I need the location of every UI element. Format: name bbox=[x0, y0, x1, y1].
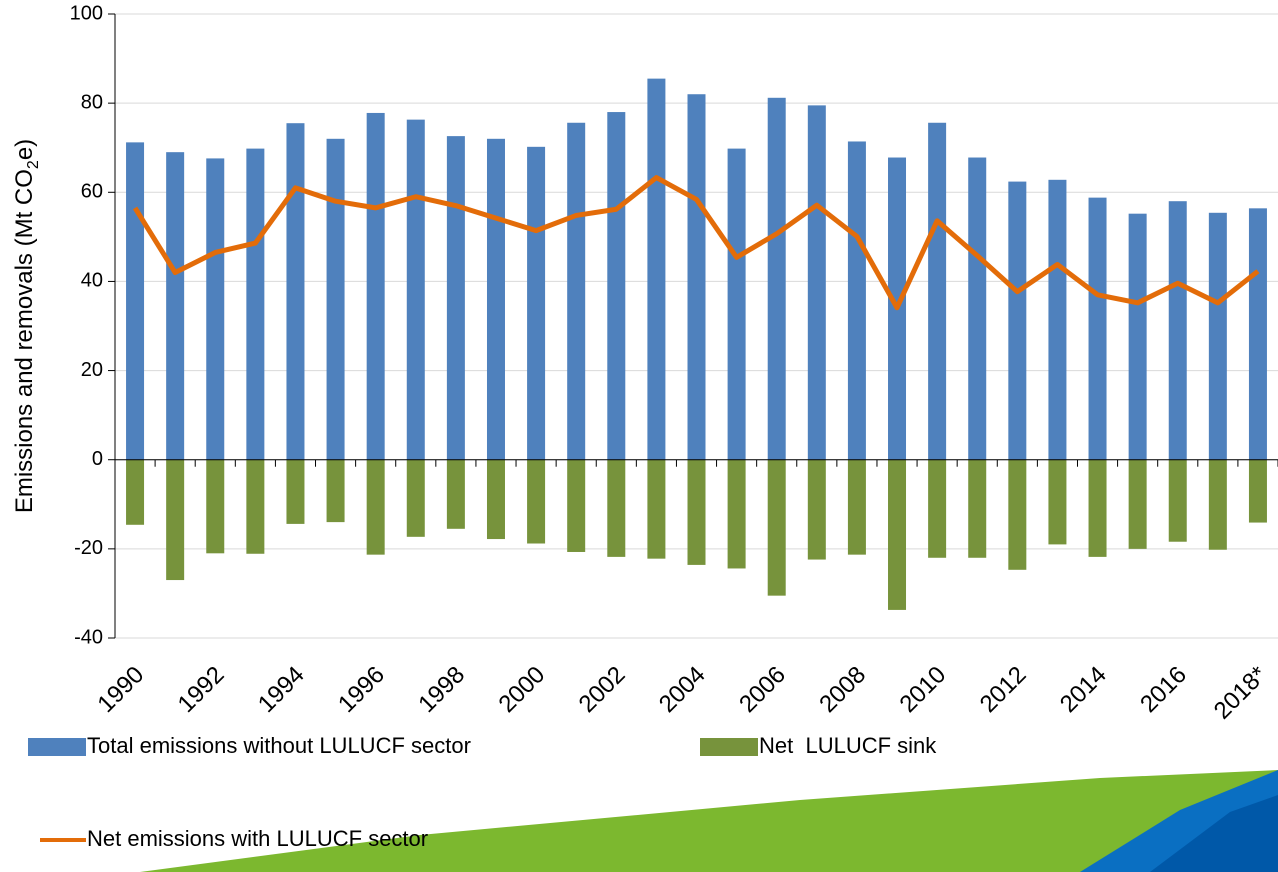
x-tick-label: 2002 bbox=[574, 661, 631, 718]
legend-swatch bbox=[28, 738, 86, 756]
bar bbox=[1008, 460, 1026, 570]
x-tick-label: 2010 bbox=[895, 661, 952, 718]
x-tick-label: 2016 bbox=[1135, 661, 1192, 718]
bar bbox=[808, 460, 826, 560]
bar bbox=[1169, 201, 1187, 460]
y-tick-label: -20 bbox=[74, 537, 103, 559]
y-tick-label: 40 bbox=[81, 270, 103, 292]
bar bbox=[1048, 180, 1066, 460]
bar bbox=[1129, 460, 1147, 549]
y-axis-label: Emissions and removals (Mt CO2e) bbox=[11, 139, 42, 513]
bar bbox=[1209, 460, 1227, 550]
bar bbox=[647, 460, 665, 559]
bar bbox=[1249, 208, 1267, 459]
bar bbox=[688, 94, 706, 459]
bar bbox=[607, 460, 625, 557]
bar bbox=[286, 123, 304, 460]
bar bbox=[447, 136, 465, 460]
bar bbox=[567, 123, 585, 460]
x-tick-label: 1996 bbox=[333, 661, 390, 718]
bar bbox=[166, 460, 184, 580]
bar bbox=[768, 460, 786, 596]
x-tick-label: 2004 bbox=[654, 661, 711, 718]
bar bbox=[1048, 460, 1066, 545]
bar bbox=[1129, 214, 1147, 460]
bar bbox=[487, 460, 505, 539]
bar bbox=[1089, 460, 1107, 557]
legend-label: Total emissions without LULUCF sector bbox=[87, 733, 471, 758]
y-tick-label: 60 bbox=[81, 181, 103, 203]
bar bbox=[848, 141, 866, 459]
y-tick-label: 80 bbox=[81, 91, 103, 113]
bar bbox=[327, 460, 345, 522]
bar bbox=[126, 142, 144, 459]
bar bbox=[367, 113, 385, 460]
x-tick-label: 2014 bbox=[1055, 661, 1112, 718]
x-tick-label: 2008 bbox=[814, 661, 871, 718]
bar bbox=[447, 460, 465, 529]
bar bbox=[166, 152, 184, 460]
bar bbox=[126, 460, 144, 525]
bar bbox=[1169, 460, 1187, 542]
bar bbox=[968, 460, 986, 558]
bar bbox=[928, 123, 946, 460]
bar bbox=[527, 147, 545, 460]
bar bbox=[367, 460, 385, 555]
bar bbox=[1249, 460, 1267, 523]
bar bbox=[728, 149, 746, 460]
x-tick-label: 2012 bbox=[975, 661, 1032, 718]
y-tick-label: 100 bbox=[70, 2, 103, 24]
bar bbox=[808, 105, 826, 459]
bar bbox=[968, 158, 986, 460]
bar bbox=[688, 460, 706, 565]
y-tick-label: 0 bbox=[92, 448, 103, 470]
bar bbox=[407, 120, 425, 460]
bar bbox=[487, 139, 505, 460]
bar bbox=[286, 460, 304, 524]
x-tick-label: 2018* bbox=[1209, 661, 1272, 724]
bar bbox=[206, 158, 224, 459]
bar bbox=[848, 460, 866, 555]
y-tick-label: 20 bbox=[81, 359, 103, 381]
bar bbox=[1089, 198, 1107, 460]
page: {"chart_data": { "type": "bar", "y_label… bbox=[0, 0, 1278, 872]
legend-swatch bbox=[700, 738, 758, 756]
y-label-end: e) bbox=[11, 139, 38, 160]
x-tick-label: 1990 bbox=[92, 661, 149, 718]
x-tick-label: 1992 bbox=[173, 661, 230, 718]
bar bbox=[327, 139, 345, 460]
chart: Emissions and removals (Mt CO2e) -40 -20 0… bbox=[0, 0, 1278, 872]
bar bbox=[246, 460, 264, 554]
bar bbox=[1209, 213, 1227, 460]
bar bbox=[567, 460, 585, 552]
x-tick-label: 2006 bbox=[734, 661, 791, 718]
y-label-sub: 2 bbox=[25, 160, 42, 169]
x-tick-label: 1994 bbox=[253, 661, 310, 718]
bar bbox=[888, 460, 906, 610]
bar bbox=[206, 460, 224, 554]
bar bbox=[928, 460, 946, 558]
bar bbox=[607, 112, 625, 460]
bar bbox=[246, 149, 264, 460]
legend-label: Net emissions with LULUCF sector bbox=[87, 826, 428, 851]
bar bbox=[1008, 182, 1026, 460]
y-label-text: Emissions and removals (Mt CO bbox=[11, 169, 38, 513]
x-tick-label: 2000 bbox=[493, 661, 550, 718]
bar bbox=[647, 79, 665, 460]
x-tick-label: 1998 bbox=[413, 661, 470, 718]
bar bbox=[768, 98, 786, 460]
legend-label: Net LULUCF sink bbox=[759, 733, 937, 758]
y-tick-label: -40 bbox=[74, 626, 103, 648]
bar bbox=[728, 460, 746, 569]
bar bbox=[407, 460, 425, 537]
bar bbox=[527, 460, 545, 544]
